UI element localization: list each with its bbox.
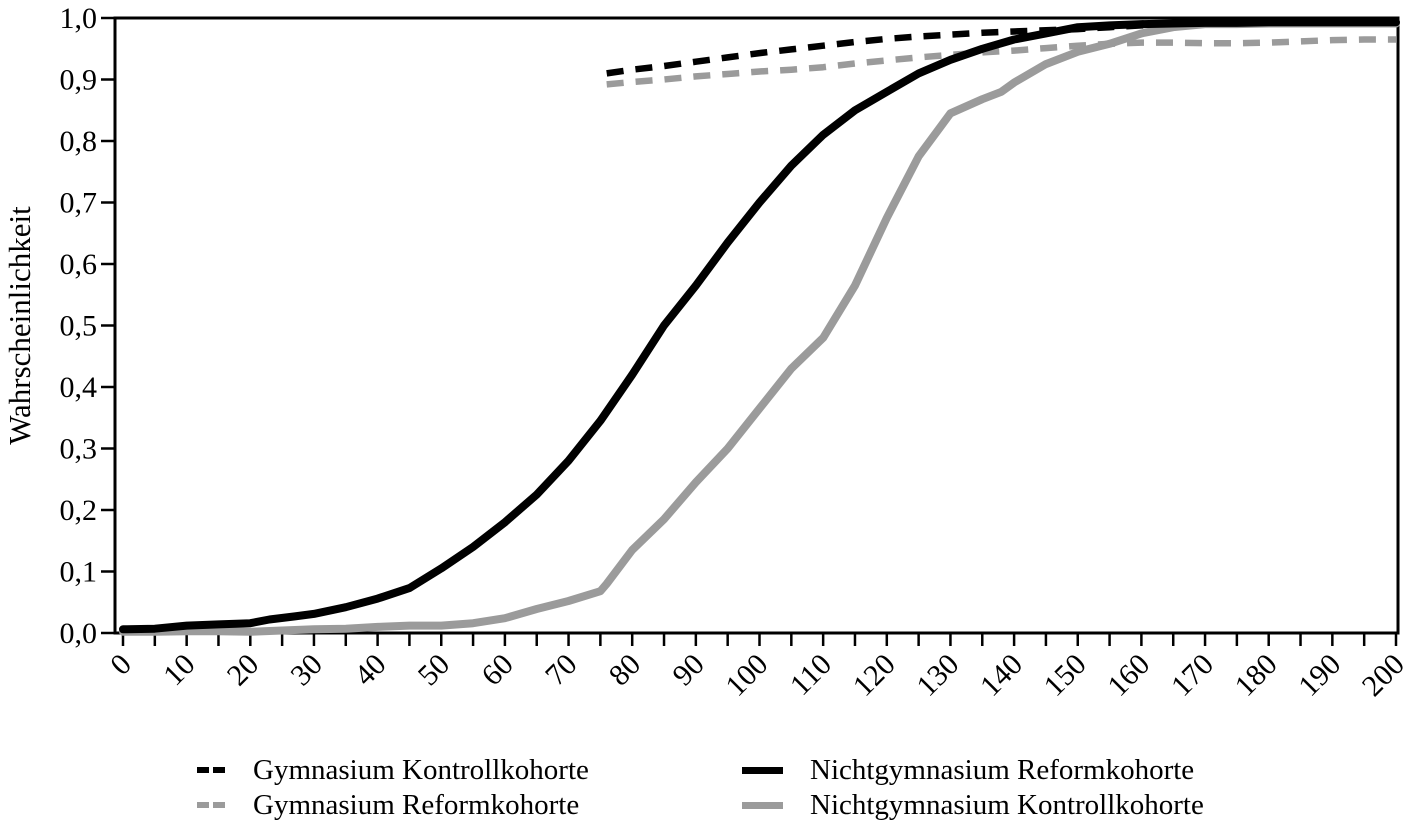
y-tick-label: 0,6: [60, 248, 98, 281]
dashed-gray-line-swatch: [197, 802, 225, 808]
plot-frame: [113, 16, 1400, 635]
x-tick-label: 200: [1356, 648, 1406, 703]
x-tick-label: 120: [847, 648, 902, 703]
legend-item-nichtgymnasium-reformkohorte: Nichtgymnasium Reformkohorte: [742, 753, 1194, 787]
x-tick-label: 80: [603, 648, 648, 693]
legend-item-gymnasium-kontrollkohorte: Gymnasium Kontrollkohorte: [197, 753, 589, 787]
x-tick-label: 190: [1292, 648, 1347, 703]
legend-label: Gymnasium Reformkohorte: [253, 788, 580, 821]
y-tick-label: 0,0: [60, 617, 98, 650]
y-tick-label: 0,7: [60, 187, 98, 220]
x-tick-label: 20: [221, 648, 266, 693]
series-line-gymnasium-reformkohorte: [606, 36, 1396, 88]
y-tick-label: 0,3: [60, 433, 98, 466]
series-line-nichtgymnasium-kontrollkohorte: [119, 19, 1400, 636]
y-tick-label: 0,5: [60, 310, 98, 343]
y-tick-label: 0,1: [60, 556, 98, 589]
x-tick-label: 40: [348, 648, 393, 693]
series-line-gymnasium-kontrollkohorte: [606, 19, 1396, 77]
chart-plot-area: 0 10 20 30 40 50 60 70 80 90 100 110 120 130 140 150 160…: [2, 2, 1406, 703]
x-tick-label: 150: [1038, 648, 1093, 703]
x-tick-label: 10: [157, 648, 202, 693]
solid-gray-line-swatch: [742, 801, 783, 809]
x-tick-label: 60: [475, 648, 520, 693]
legend-label: Nichtgymnasium Kontrollkohorte: [810, 788, 1204, 821]
x-tick-label: 170: [1165, 648, 1220, 703]
y-tick-label: 0,8: [60, 125, 98, 158]
legend-item-nichtgymnasium-kontrollkohorte: Nichtgymnasium Kontrollkohorte: [742, 788, 1204, 822]
series-line-nichtgymnasium-reformkohorte: [119, 18, 1400, 634]
solid-black-line-swatch: [742, 766, 783, 774]
x-tick-label: 100: [719, 648, 774, 703]
y-tick-label: 1,0: [60, 2, 98, 35]
x-tick-label: 50: [412, 648, 457, 693]
legend-item-gymnasium-reformkohorte: Gymnasium Reformkohorte: [197, 788, 579, 822]
legend-label: Nichtgymnasium Reformkohorte: [810, 753, 1195, 786]
x-tick-label: 160: [1101, 648, 1156, 703]
x-tick-label: 70: [539, 648, 584, 693]
y-tick-label: 0,4: [60, 371, 98, 404]
dashed-black-line-swatch: [197, 767, 225, 773]
x-tick-label: 30: [284, 648, 329, 693]
x-tick-label: 0: [104, 648, 138, 682]
y-tick-label: 0,2: [60, 494, 98, 527]
x-tick-label: 140: [974, 648, 1029, 703]
x-tick-label: 130: [910, 648, 965, 703]
legend-label: Gymnasium Kontrollkohorte: [253, 753, 589, 786]
y-axis-title: Wahrscheinlichkeit: [2, 206, 37, 445]
x-tick-label: 180: [1228, 648, 1283, 703]
y-tick-label: 0,9: [60, 64, 98, 97]
x-tick-label: 110: [784, 648, 838, 702]
x-tick-label: 90: [666, 648, 711, 693]
